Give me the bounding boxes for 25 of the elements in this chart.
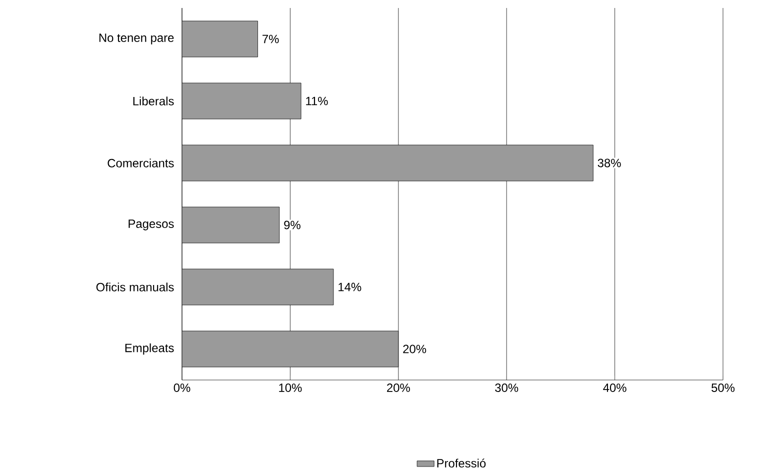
x-tick-label: 0% [174,384,190,392]
data-label: 38% [598,158,621,168]
bar [182,330,399,368]
y-tick-label: Oficis manuals [96,282,174,292]
bar [182,20,258,58]
y-tick-label: Empleats [125,343,174,355]
data-label: 7% [262,34,279,44]
x-tick-label: 20% [387,384,410,392]
bar [182,82,302,120]
legend-label: Professió [437,458,486,468]
data-label: 14% [338,282,362,292]
data-label: 11% [306,96,328,106]
bar [182,268,334,306]
x-tick-label: 50% [712,384,735,392]
y-tick-label: Liberals [133,96,174,106]
data-label: 20% [403,344,426,354]
data-label: 9% [284,220,300,230]
bar [182,144,594,182]
bar [182,206,280,244]
x-tick-label: 10% [279,384,302,392]
x-tick-label: 40% [603,384,626,392]
y-tick-label: Comerciants [108,158,174,168]
y-tick-label: No tenen pare [99,34,174,44]
x-tick-label: 30% [495,384,518,392]
y-tick-label: Pagesos [128,220,174,230]
